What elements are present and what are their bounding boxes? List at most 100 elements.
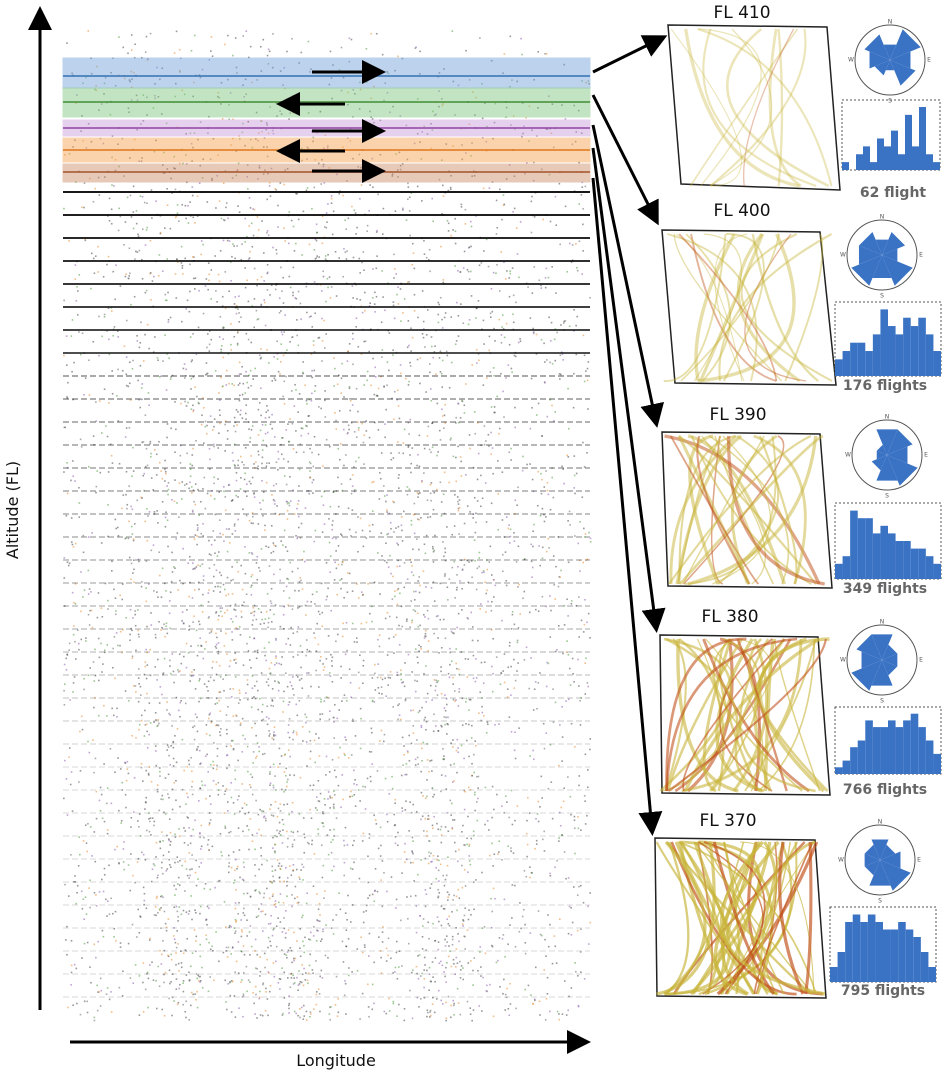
dot <box>189 482 191 484</box>
dot <box>201 781 203 783</box>
dot <box>584 599 586 601</box>
dot <box>297 896 299 898</box>
dot <box>407 918 409 920</box>
dot <box>386 948 388 950</box>
dot <box>80 639 82 641</box>
dot <box>455 957 457 959</box>
dot <box>364 292 366 294</box>
dot <box>187 844 189 846</box>
dot <box>306 312 308 314</box>
dot <box>426 535 428 537</box>
dot <box>284 953 286 955</box>
dot <box>333 385 335 387</box>
dot <box>354 779 356 781</box>
dot <box>524 989 526 991</box>
dot <box>316 623 318 625</box>
dot <box>355 233 357 235</box>
dot <box>431 861 433 863</box>
dot <box>296 508 298 510</box>
dot <box>313 479 315 481</box>
dot <box>473 678 475 680</box>
dot <box>246 966 248 968</box>
dot <box>112 667 114 669</box>
dot <box>299 581 301 583</box>
dot <box>493 367 495 369</box>
dot <box>431 699 433 701</box>
dot <box>162 873 164 875</box>
dot <box>446 1017 448 1019</box>
dot <box>261 548 263 550</box>
dot <box>417 496 419 498</box>
dot <box>470 246 472 248</box>
dot <box>392 349 394 351</box>
dot <box>261 276 263 278</box>
dot <box>266 705 268 707</box>
dot <box>577 659 579 661</box>
dot <box>98 680 100 682</box>
dot <box>151 624 153 626</box>
dot <box>293 694 295 696</box>
dot <box>174 479 176 481</box>
dot <box>357 411 359 413</box>
dot <box>352 364 354 366</box>
dot <box>283 331 285 333</box>
dot <box>464 412 466 414</box>
dot <box>277 205 279 207</box>
dot <box>146 229 148 231</box>
dot <box>328 635 330 637</box>
dot <box>214 498 216 500</box>
dot <box>424 346 426 348</box>
dot <box>462 923 464 925</box>
dot <box>532 567 534 569</box>
dot <box>215 931 217 933</box>
dot <box>520 340 522 342</box>
dot <box>548 547 550 549</box>
dot <box>334 770 336 772</box>
dot <box>467 618 469 620</box>
dot <box>291 906 293 908</box>
dot <box>366 622 368 624</box>
dot <box>232 981 234 983</box>
dot <box>381 356 383 358</box>
dot <box>471 226 473 228</box>
dot <box>216 661 218 663</box>
dot <box>538 910 540 912</box>
dot <box>246 991 248 993</box>
dot <box>407 198 409 200</box>
dot <box>348 757 350 759</box>
dot <box>306 286 308 288</box>
dot <box>236 472 238 474</box>
dot <box>407 494 409 496</box>
dot <box>99 657 101 659</box>
dot <box>504 653 506 655</box>
dot <box>69 747 71 749</box>
dot <box>195 950 197 952</box>
dot <box>458 941 460 943</box>
dot <box>455 243 457 245</box>
dot <box>295 886 297 888</box>
dot <box>94 1017 96 1019</box>
dot <box>472 626 474 628</box>
dot <box>289 865 291 867</box>
dot <box>87 1012 89 1014</box>
dot <box>535 967 537 969</box>
dot <box>410 895 412 897</box>
dot <box>509 983 511 985</box>
dot <box>161 627 163 629</box>
dot <box>430 1010 432 1012</box>
dot <box>130 399 132 401</box>
dot <box>309 758 311 760</box>
dot <box>444 548 446 550</box>
dot <box>200 825 202 827</box>
dot <box>463 758 465 760</box>
dot <box>171 499 173 501</box>
dot <box>466 837 468 839</box>
dot <box>244 803 246 805</box>
dot <box>188 852 190 854</box>
dot <box>157 791 159 793</box>
dot <box>219 607 221 609</box>
dot <box>310 1013 312 1015</box>
dot <box>121 782 123 784</box>
dot <box>187 796 189 798</box>
dot <box>258 814 260 816</box>
